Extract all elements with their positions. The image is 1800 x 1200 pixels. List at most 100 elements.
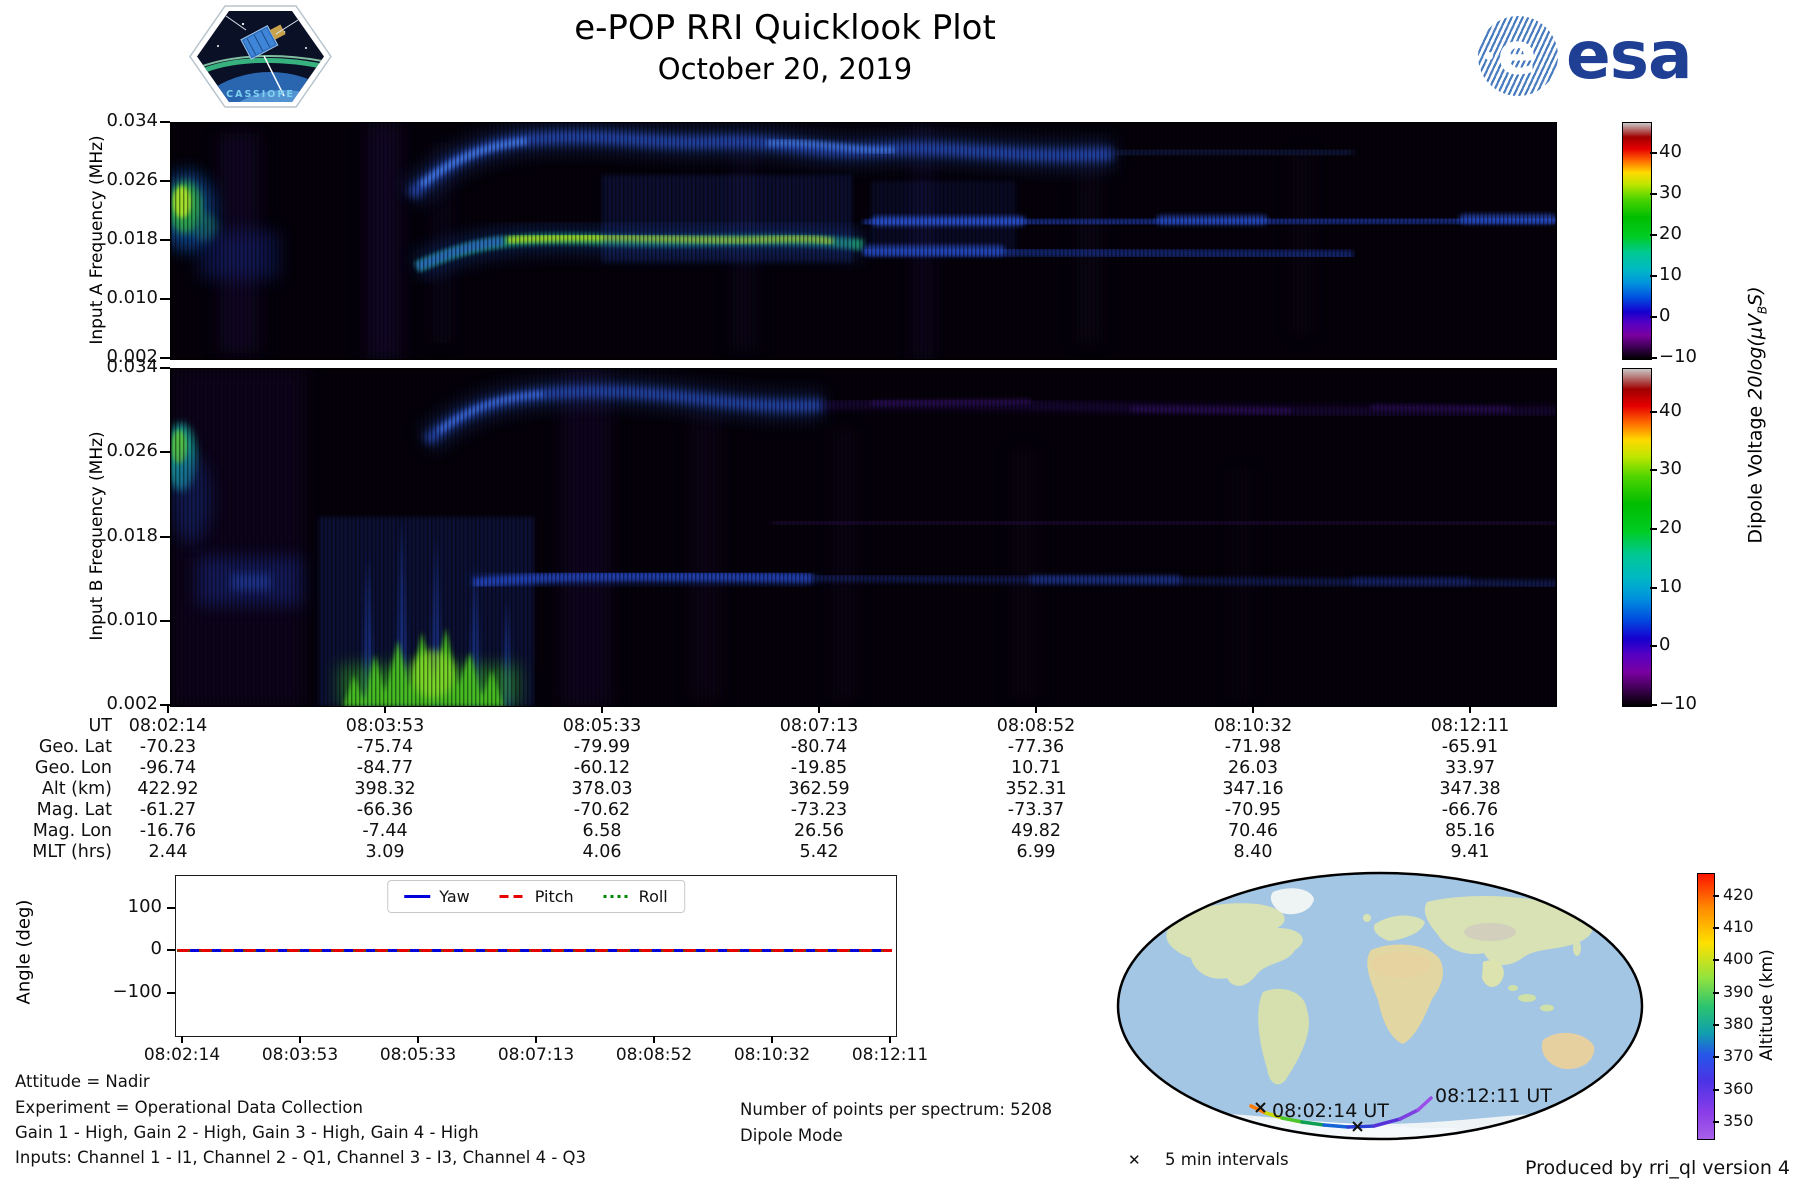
experiment-note: Experiment = Operational Data Collection <box>15 1098 363 1117</box>
angle-xtick-mark <box>771 1036 773 1043</box>
angle-xtick-label: 08:05:33 <box>379 1045 457 1065</box>
ephemeris-value: 2.44 <box>148 842 188 862</box>
altitude-tick-mark <box>1713 959 1719 962</box>
colorbar-label-prefix: Dipole Voltage <box>1744 399 1767 544</box>
angle-xtick-mark <box>417 1036 419 1043</box>
spectrogram-a-ytick-label: 0.018 <box>106 228 158 249</box>
satellite-icon <box>240 24 286 60</box>
plot-date: October 20, 2019 <box>657 52 913 86</box>
spectrogram-a-heatmap <box>159 122 1557 360</box>
angle-ytick-mark <box>167 907 175 909</box>
altitude-colorbar <box>1697 873 1715 1140</box>
altitude-tick-mark <box>1713 1088 1719 1091</box>
ephemeris-row-label: Alt (km) <box>41 779 112 799</box>
angle-xtick-mark <box>653 1036 655 1043</box>
colorbar-b-tick-mark <box>1650 528 1657 531</box>
angle-xtick-mark <box>889 1036 891 1043</box>
colorbar-b-tick-label: 40 <box>1659 399 1682 421</box>
colorbar-a-tick-mark <box>1650 233 1657 236</box>
altitude-tick-label: 390 <box>1723 981 1754 1001</box>
ephemeris-value: -71.98 <box>1224 737 1282 757</box>
colorbar-label-suffix: S) <box>1744 286 1767 306</box>
ephemeris-value: -84.77 <box>356 758 414 778</box>
spectrogram-a-ytick-mark <box>160 298 170 300</box>
attitude-angle-plot: Yaw Pitch Roll <box>175 875 897 1037</box>
spectrogram-b-image <box>166 369 1557 706</box>
map-track-start-label: 08:02:14 UT <box>1272 1100 1389 1122</box>
ephemeris-value: -96.74 <box>139 758 197 778</box>
roll-line-swatch <box>603 895 630 898</box>
interval-marker-icon <box>1255 1102 1363 1132</box>
colorbar-label: Dipole Voltage 20log(μVBS) <box>1745 286 1770 543</box>
altitude-tick-label: 380 <box>1723 1013 1754 1033</box>
altitude-tick-mark <box>1713 991 1719 994</box>
altitude-tick-label: 410 <box>1723 916 1754 936</box>
ephemeris-value: 6.99 <box>1016 842 1056 862</box>
colorbar-b-tick-label: −10 <box>1659 693 1697 714</box>
spectrogram-a-ytick-mark <box>160 357 170 359</box>
colorbar-b <box>1622 368 1652 707</box>
esa-logo-e: e <box>1497 19 1537 88</box>
spectrogram-b-ytick-label: 0.018 <box>106 524 158 546</box>
altitude-tick-mark <box>1713 1023 1719 1026</box>
colorbar-label-math: 20log(μV <box>1744 314 1767 400</box>
colorbar-b-tick-mark <box>1650 410 1657 413</box>
esa-logo-text: esa <box>1566 17 1693 94</box>
ephemeris-row-label: MLT (hrs) <box>32 842 112 862</box>
spectrogram-b-xtick-mark <box>818 706 820 713</box>
spectrogram-b-xtick-mark <box>167 706 169 713</box>
spectrogram-b-xtick-mark <box>1035 706 1037 713</box>
legend-item-roll: Roll <box>603 887 668 906</box>
ephemeris-value: -77.36 <box>1007 737 1065 757</box>
spectrogram-b-ytick-mark <box>160 619 170 622</box>
angle-plot-ylabel: Angle (deg) <box>13 899 35 1005</box>
ephemeris-value: 398.32 <box>354 779 416 799</box>
angle-xtick-mark <box>535 1036 537 1043</box>
altitude-tick-mark <box>1713 894 1719 897</box>
roll-line <box>177 949 892 952</box>
ephemeris-row-label: UT <box>88 716 113 736</box>
ephemeris-value: -65.91 <box>1441 737 1499 757</box>
ephemeris-value: 362.59 <box>788 779 850 799</box>
ephemeris-value: 4.06 <box>582 842 622 862</box>
spectrogram-a-image <box>159 123 1557 359</box>
angle-xtick-label: 08:03:53 <box>261 1045 339 1065</box>
spectrogram-b-ytick-mark <box>160 704 170 706</box>
ephemeris-value: 8.40 <box>1233 842 1273 862</box>
colorbar-a-tick-mark <box>1650 151 1657 154</box>
ephemeris-value: 08:07:13 <box>779 716 859 736</box>
interval-legend-marker-icon: ✕ <box>1128 1151 1141 1169</box>
colorbar-a-tick-label: 30 <box>1659 181 1682 203</box>
angle-xtick-label: 08:12:11 <box>851 1045 929 1065</box>
ephemeris-row-label: Mag. Lon <box>32 821 112 841</box>
colorbar-a-tick-label: 40 <box>1659 140 1682 162</box>
esa-logo-star-icon <box>1485 52 1493 60</box>
ephemeris-value: 378.03 <box>571 779 633 799</box>
legend-item-pitch: Pitch <box>499 887 574 906</box>
spectrogram-b-xtick-mark <box>384 706 386 713</box>
ephemeris-value: -75.74 <box>356 737 414 757</box>
ephemeris-value: 70.46 <box>1227 821 1279 841</box>
ephemeris-row-label: Mag. Lat <box>36 800 112 820</box>
spectrogram-b-xtick-mark <box>1469 706 1471 713</box>
spectrogram-b-ytick-label: 0.002 <box>106 693 158 714</box>
inputs-note: Inputs: Channel 1 - I1, Channel 2 - Q1, … <box>15 1148 586 1167</box>
ephemeris-value: 08:08:52 <box>996 716 1076 736</box>
colorbar-a-tick-mark <box>1650 192 1657 195</box>
spectrogram-b-xtick-mark <box>601 706 603 713</box>
ephemeris-value: -70.95 <box>1224 800 1282 820</box>
esa-logo-globe-icon: e <box>1478 16 1558 96</box>
ephemeris-value: -61.27 <box>139 800 197 820</box>
altitude-tick-mark <box>1713 926 1719 929</box>
produced-by-note: Produced by rri_ql version 4 <box>1525 1157 1790 1179</box>
colorbar-label-sub: B <box>1755 305 1770 315</box>
angle-ytick-mark <box>167 992 175 994</box>
spectrogram-a-ytick-label: 0.034 <box>106 110 158 131</box>
ephemeris-value: 5.42 <box>799 842 839 862</box>
mode-note: Dipole Mode <box>740 1126 843 1145</box>
spectrogram-a-ytick-mark <box>160 239 170 241</box>
ephemeris-row-label: Geo. Lat <box>38 737 112 757</box>
ephemeris-value: 49.82 <box>1010 821 1062 841</box>
ephemeris-value: 422.92 <box>137 779 199 799</box>
